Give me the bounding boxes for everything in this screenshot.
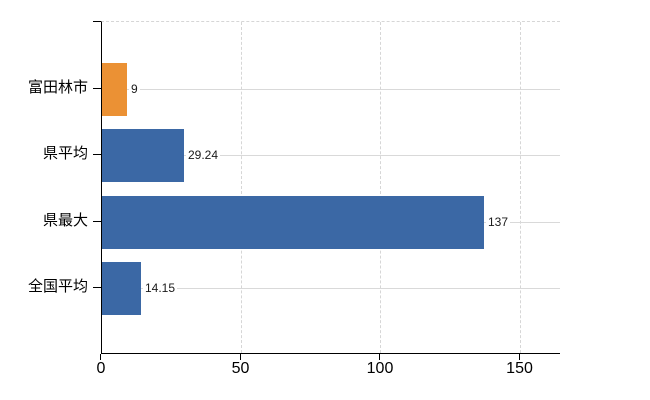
- bar-row: [102, 129, 184, 182]
- y-axis-end-tick: [93, 21, 101, 22]
- category-label: 県平均: [42, 145, 88, 162]
- bar-row: [102, 262, 141, 315]
- gridline-horizontal: [102, 155, 560, 156]
- category-tick: [93, 287, 101, 288]
- x-tick-label: 0: [96, 360, 106, 377]
- x-tick-label: 100: [366, 360, 394, 377]
- gridline-vertical: [519, 22, 521, 353]
- x-tick-label: 50: [231, 360, 250, 377]
- bar-value-label: 137: [486, 215, 511, 229]
- category-tick: [93, 221, 101, 222]
- gridline-vertical: [240, 22, 242, 353]
- gridline-vertical: [380, 22, 382, 353]
- category-label: 県最大: [42, 212, 88, 229]
- x-axis-tick: [379, 354, 381, 360]
- bar-row: [102, 196, 484, 249]
- plot-area: 9 29.24 137 14.15: [101, 21, 560, 354]
- bar-highlight: [102, 63, 127, 116]
- gridline-horizontal: [102, 89, 560, 90]
- gridline-horizontal: [102, 288, 560, 289]
- x-tick-label: 150: [506, 360, 533, 377]
- bar-value-label: 29.24: [186, 148, 221, 162]
- category-tick: [93, 88, 101, 89]
- x-axis-tick: [239, 354, 241, 360]
- category-label: 富田林市: [27, 79, 88, 96]
- bar-value-label: 9: [129, 82, 140, 96]
- bar-value-label: 14.15: [143, 281, 178, 295]
- x-axis-tick: [100, 354, 101, 360]
- category-tick: [93, 154, 101, 155]
- x-axis-tick: [518, 354, 520, 360]
- category-label: 全国平均: [27, 278, 88, 295]
